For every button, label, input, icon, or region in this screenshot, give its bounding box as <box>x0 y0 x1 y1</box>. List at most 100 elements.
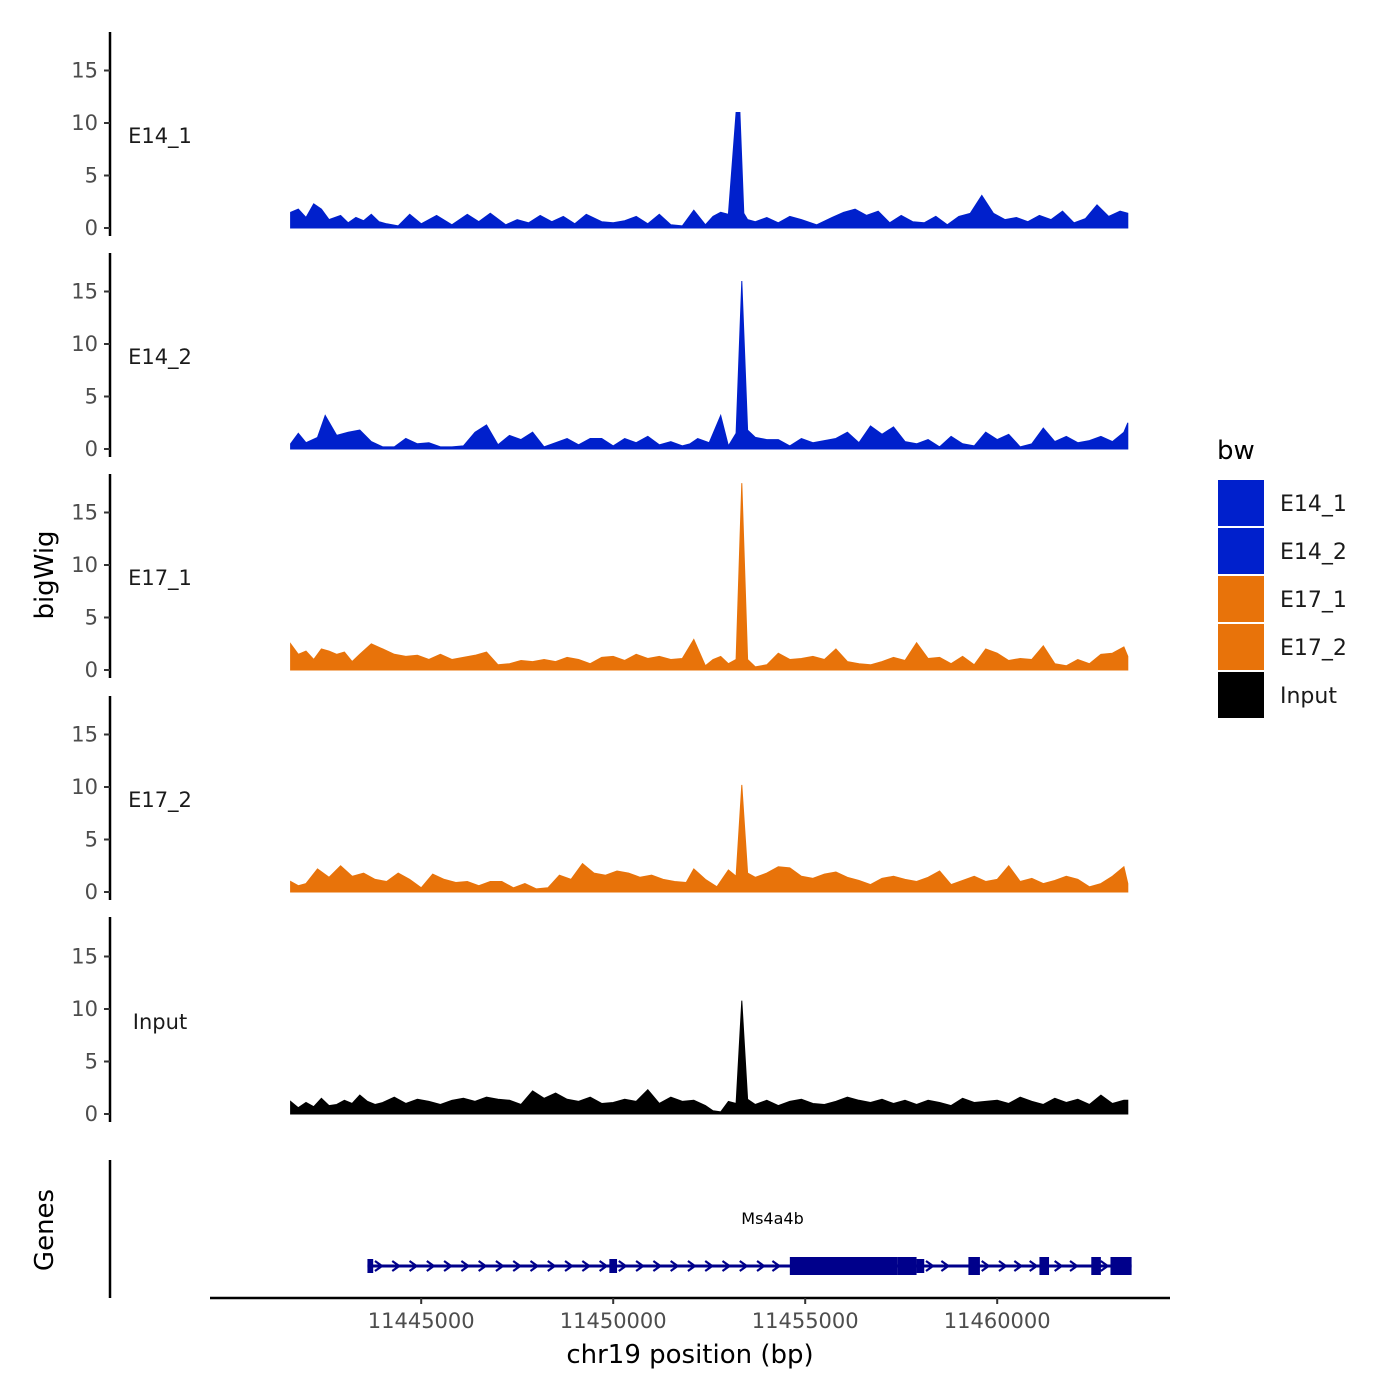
y-tick-label: 10 <box>71 997 98 1021</box>
legend-label-E14_2: E14_2 <box>1280 540 1347 565</box>
strand-arrow <box>495 1260 505 1272</box>
legend-swatch-E17_2 <box>1218 624 1264 670</box>
coverage-area-E14_1 <box>290 112 1129 229</box>
strand-arrow <box>1054 1260 1064 1272</box>
strand-arrow <box>998 1260 1008 1272</box>
strand-arrow <box>1029 1260 1039 1272</box>
y-axis-title: bigWig <box>30 530 60 619</box>
legend-label-E14_1: E14_1 <box>1280 492 1347 517</box>
y-tick-label: 10 <box>71 775 98 799</box>
gene-name-label: Ms4a4b <box>741 1209 803 1228</box>
strand-arrow <box>408 1260 419 1272</box>
track-E17_2: 0 5 10 15 E17_2 <box>71 696 1129 904</box>
y-tick-label: 10 <box>71 553 98 577</box>
strand-arrow <box>925 1260 935 1272</box>
y-tick-label: 0 <box>85 880 98 904</box>
gene-exon <box>789 1257 898 1275</box>
strand-arrow <box>391 1260 402 1272</box>
strand-arrow <box>687 1260 697 1272</box>
y-tick-label: 0 <box>85 1102 98 1126</box>
strand-arrow <box>721 1260 732 1272</box>
gene-exon <box>968 1257 980 1275</box>
y-tick-label: 0 <box>85 658 98 682</box>
x-tick-label: 11460000 <box>944 1309 1051 1333</box>
y-tick-label: 15 <box>71 59 98 83</box>
strand-arrow <box>564 1260 574 1272</box>
strand-arrow <box>1013 1260 1024 1272</box>
strand-arrow <box>547 1260 557 1272</box>
strand-arrow <box>940 1260 951 1272</box>
legend-swatch-Input <box>1218 672 1264 718</box>
legend: bw E14_1 E14_2 E17_1 E17_2 Input <box>1217 436 1347 718</box>
track-label: E14_1 <box>128 124 192 149</box>
strand-arrow <box>426 1260 436 1272</box>
strand-arrow <box>756 1260 766 1272</box>
y-tick-label: 15 <box>71 945 98 969</box>
strand-arrow <box>1100 1260 1110 1272</box>
track-Input: 0 5 10 15 Input <box>71 917 1129 1126</box>
bigwig-tracks: 0 5 10 15 E14_1 0 5 10 15 E14_2 0 5 10 15 E17_1 0 5 10 15 E… <box>71 32 1129 1126</box>
coverage-area-Input <box>290 1000 1129 1115</box>
y-tick-label: 0 <box>85 216 98 240</box>
strand-arrow <box>981 1260 991 1272</box>
legend-label-Input: Input <box>1280 684 1337 709</box>
track-label: Input <box>133 1010 187 1034</box>
gene-exon <box>367 1259 374 1273</box>
gene-exon <box>1091 1257 1101 1275</box>
legend-swatch-E17_1 <box>1218 576 1264 622</box>
y-tick-label: 15 <box>71 723 98 747</box>
track-E17_1: 0 5 10 15 E17_1 <box>71 474 1129 682</box>
gene-track: Ms4a4b <box>108 1160 1132 1298</box>
coverage-area-E17_2 <box>290 784 1129 893</box>
gene-exon <box>1039 1257 1050 1275</box>
legend-label-E17_2: E17_2 <box>1280 636 1347 661</box>
strand-arrow <box>460 1260 471 1272</box>
legend-label-E17_1: E17_1 <box>1280 588 1347 613</box>
strand-arrow <box>374 1260 384 1272</box>
coverage-area-E17_1 <box>290 483 1129 671</box>
coverage-area-E14_2 <box>290 280 1129 450</box>
x-tick-label: 11450000 <box>560 1309 667 1333</box>
legend-swatch-E14_2 <box>1218 528 1264 574</box>
y-tick-label: 15 <box>71 280 98 304</box>
track-label: E17_2 <box>128 788 192 813</box>
gene-exon <box>609 1259 618 1273</box>
x-tick-label: 11455000 <box>752 1309 859 1333</box>
legend-title: bw <box>1217 436 1255 466</box>
y-tick-label: 5 <box>85 828 98 852</box>
strand-arrow <box>635 1260 645 1272</box>
strand-arrow <box>670 1260 680 1272</box>
strand-arrow <box>704 1260 715 1272</box>
gene-exon <box>1110 1257 1132 1275</box>
strand-arrow <box>529 1260 540 1272</box>
track-E14_1: 0 5 10 15 E14_1 <box>71 32 1129 240</box>
y-tick-label: 5 <box>85 385 98 409</box>
gene-exon <box>897 1257 917 1275</box>
strand-arrow <box>771 1260 782 1272</box>
y-tick-label: 5 <box>85 164 98 188</box>
y-tick-label: 5 <box>85 1050 98 1074</box>
track-label: E17_1 <box>128 566 192 591</box>
strand-arrow <box>739 1260 749 1272</box>
x-axis-title: chr19 position (bp) <box>566 1340 813 1370</box>
strand-arrow <box>478 1260 488 1272</box>
strand-arrow <box>598 1260 609 1272</box>
track-E14_2: 0 5 10 15 E14_2 <box>71 253 1129 461</box>
x-tick-label: 11445000 <box>368 1309 475 1333</box>
strand-arrow <box>618 1260 628 1272</box>
track-label: E14_2 <box>128 345 192 370</box>
strand-arrow <box>652 1260 663 1272</box>
gene-track-title: Genes <box>30 1189 60 1271</box>
x-axis: 11445000 11450000 11455000 11460000 <box>210 1296 1170 1333</box>
y-tick-label: 5 <box>85 606 98 630</box>
strand-arrow <box>581 1260 592 1272</box>
legend-swatch-E14_1 <box>1218 480 1264 526</box>
gene-exon <box>916 1259 925 1273</box>
y-tick-label: 0 <box>85 437 98 461</box>
y-tick-label: 10 <box>71 111 98 135</box>
y-tick-label: 10 <box>71 332 98 356</box>
strand-arrow <box>443 1260 453 1272</box>
y-tick-label: 15 <box>71 501 98 525</box>
